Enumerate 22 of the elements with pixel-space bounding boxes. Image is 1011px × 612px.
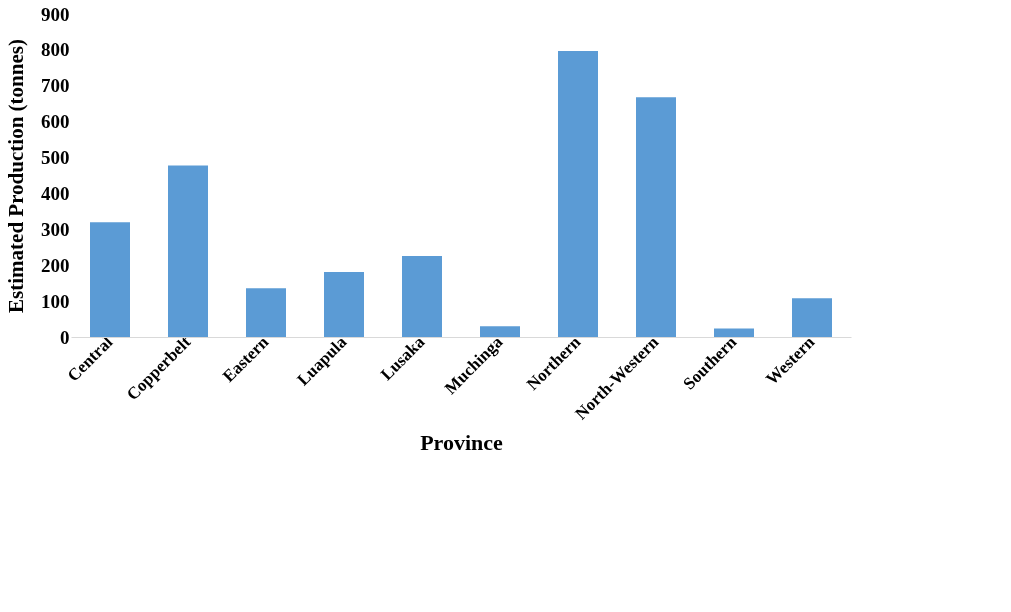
y-tick-label: 600 — [41, 111, 70, 133]
bar — [324, 272, 364, 337]
bar — [168, 165, 208, 337]
bar — [636, 97, 676, 337]
bar — [792, 298, 832, 337]
y-tick-label: 800 — [41, 39, 70, 61]
y-tick-label: 0 — [60, 326, 70, 348]
bar — [402, 255, 442, 337]
y-tick-label: 700 — [41, 75, 70, 97]
bar — [714, 328, 754, 337]
x-axis-title: Province — [420, 429, 504, 455]
bar — [558, 50, 598, 337]
y-tick-label: 400 — [41, 182, 70, 204]
bar — [480, 326, 520, 337]
y-tick-label: 200 — [41, 254, 70, 276]
bar — [246, 288, 286, 337]
y-tick-label: 900 — [41, 3, 70, 25]
y-tick-label: 500 — [41, 147, 70, 169]
y-tick-label: 100 — [41, 290, 70, 312]
y-tick-label: 300 — [41, 218, 70, 240]
y-axis-title: Estimated Production (tonnes) — [4, 39, 28, 313]
bar — [90, 222, 130, 337]
